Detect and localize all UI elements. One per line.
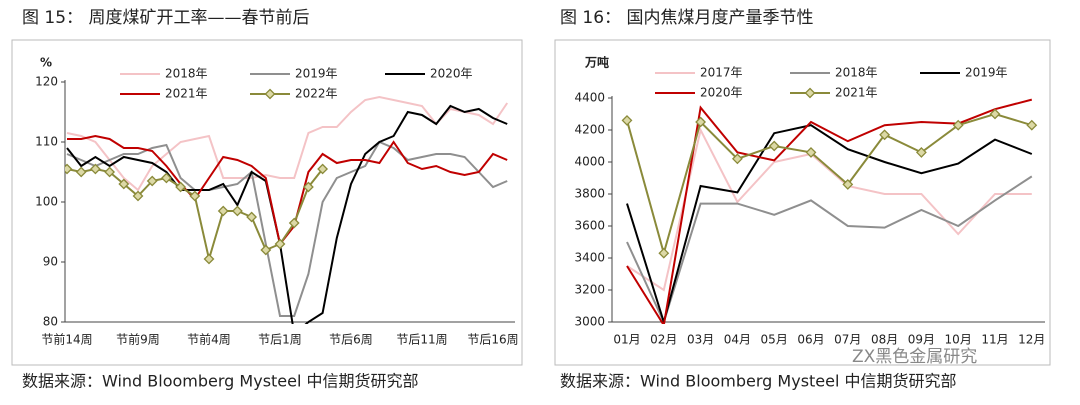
series-line bbox=[626, 112, 1033, 257]
diamond-marker bbox=[302, 181, 314, 193]
x-tick-label: 02月 bbox=[650, 333, 677, 347]
y-tick-label: 3000 bbox=[574, 315, 605, 329]
y-axis-title: 万吨 bbox=[584, 55, 609, 70]
plot-frame bbox=[11, 39, 523, 366]
plot-area bbox=[65, 95, 509, 324]
y-tick-label: 4200 bbox=[574, 123, 605, 137]
diamond-marker bbox=[915, 146, 927, 158]
y-tick-label: 3400 bbox=[574, 251, 605, 265]
x-tick-label: 节后16周 bbox=[467, 333, 518, 347]
plot-frame bbox=[554, 39, 1051, 366]
legend-marker bbox=[264, 88, 276, 100]
y-tick-label: 4000 bbox=[574, 155, 605, 169]
y-tick-label: 3800 bbox=[574, 187, 605, 201]
watermark: ZX黑色金属研究 bbox=[852, 347, 977, 367]
diamond-marker bbox=[695, 116, 707, 128]
diamond-marker bbox=[75, 166, 87, 178]
diamond-marker bbox=[89, 163, 101, 175]
x-tick-label: 节前4周 bbox=[187, 332, 231, 347]
diamond-marker bbox=[274, 238, 286, 250]
x-tick-label: 节后6周 bbox=[329, 333, 373, 347]
legend-label: 2019年 bbox=[965, 66, 1008, 80]
diamond-marker bbox=[65, 163, 73, 175]
y-axis-title: % bbox=[40, 56, 52, 70]
x-tick-label: 12月 bbox=[1018, 333, 1045, 347]
x-tick-label: 节前9周 bbox=[116, 332, 160, 347]
x-tick-label: 09月 bbox=[908, 333, 935, 347]
y-tick-label: 3600 bbox=[574, 219, 605, 233]
series-line bbox=[626, 124, 1033, 324]
series-line bbox=[626, 127, 1032, 292]
y-tick-label: 120 bbox=[35, 75, 58, 89]
x-tick-label: 06月 bbox=[797, 333, 824, 347]
x-tick-label: 03月 bbox=[687, 333, 714, 347]
diamond-marker bbox=[160, 172, 172, 184]
legend-label: 2020年 bbox=[430, 67, 473, 81]
legend-label: 2020年 bbox=[700, 86, 743, 100]
x-tick-label: 节前14周 bbox=[41, 332, 92, 347]
x-tick-label: 05月 bbox=[761, 333, 788, 347]
diamond-marker bbox=[621, 114, 633, 126]
legend-label: 2017年 bbox=[700, 66, 743, 80]
diamond-marker bbox=[189, 190, 201, 202]
y-tick-label: 110 bbox=[35, 135, 58, 149]
diamond-marker bbox=[989, 108, 1001, 120]
diamond-marker bbox=[842, 178, 854, 190]
diamond-marker bbox=[175, 181, 187, 193]
legend-label: 2018年 bbox=[165, 67, 208, 81]
y-tick-label: 90 bbox=[43, 255, 58, 269]
x-tick-label: 08月 bbox=[871, 333, 898, 347]
series-line bbox=[66, 104, 508, 324]
y-tick-label: 80 bbox=[43, 315, 58, 329]
diamond-marker bbox=[203, 253, 215, 265]
plot-area bbox=[621, 98, 1038, 324]
x-tick-label: 11月 bbox=[981, 333, 1008, 347]
diamond-marker bbox=[731, 153, 743, 165]
legend-label: 2021年 bbox=[165, 87, 208, 101]
diamond-marker bbox=[768, 140, 780, 152]
x-tick-label: 节后11周 bbox=[396, 333, 447, 347]
x-tick-label: 07月 bbox=[834, 333, 861, 347]
diamond-marker bbox=[118, 178, 130, 190]
x-tick-label: 04月 bbox=[724, 333, 751, 347]
y-tick-label: 100 bbox=[35, 195, 58, 209]
legend-label: 2021年 bbox=[835, 86, 878, 100]
diamond-marker bbox=[658, 247, 670, 259]
diamond-marker bbox=[231, 205, 243, 217]
diamond-marker bbox=[217, 205, 229, 217]
x-tick-label: 节后1周 bbox=[258, 333, 302, 347]
x-tick-label: 01月 bbox=[613, 333, 640, 347]
source: 数据来源：Wind Bloomberg Mysteel 中信期货研究部 bbox=[22, 372, 419, 391]
diamond-marker bbox=[260, 244, 272, 256]
legend-marker bbox=[804, 87, 816, 99]
diamond-marker bbox=[288, 217, 300, 229]
y-tick-label: 4400 bbox=[574, 91, 605, 105]
diamond-marker bbox=[1026, 119, 1038, 131]
series-line bbox=[626, 175, 1033, 324]
series-line bbox=[66, 167, 324, 263]
series-line bbox=[66, 95, 509, 192]
diamond-marker bbox=[104, 166, 116, 178]
chart-title: 图 15： 周度煤矿开工率——春节前后 bbox=[22, 8, 309, 28]
legend-label: 2022年 bbox=[295, 87, 338, 101]
y-tick-label: 3200 bbox=[574, 283, 605, 297]
series-line bbox=[66, 140, 508, 317]
diamond-marker bbox=[246, 211, 258, 223]
x-tick-label: 10月 bbox=[945, 333, 972, 347]
legend-label: 2019年 bbox=[295, 67, 338, 81]
diamond-marker bbox=[317, 163, 329, 175]
diamond-marker bbox=[132, 190, 144, 202]
diamond-marker bbox=[805, 146, 817, 158]
source: 数据来源：Wind Bloomberg Mysteel 中信期货研究部 bbox=[560, 372, 957, 391]
diamond-marker bbox=[879, 129, 891, 141]
chart-title: 图 16： 国内焦煤月度产量季节性 bbox=[560, 8, 813, 28]
series-line bbox=[67, 134, 508, 247]
legend-label: 2018年 bbox=[835, 66, 878, 80]
diamond-marker bbox=[952, 119, 964, 131]
diamond-marker bbox=[146, 175, 158, 187]
